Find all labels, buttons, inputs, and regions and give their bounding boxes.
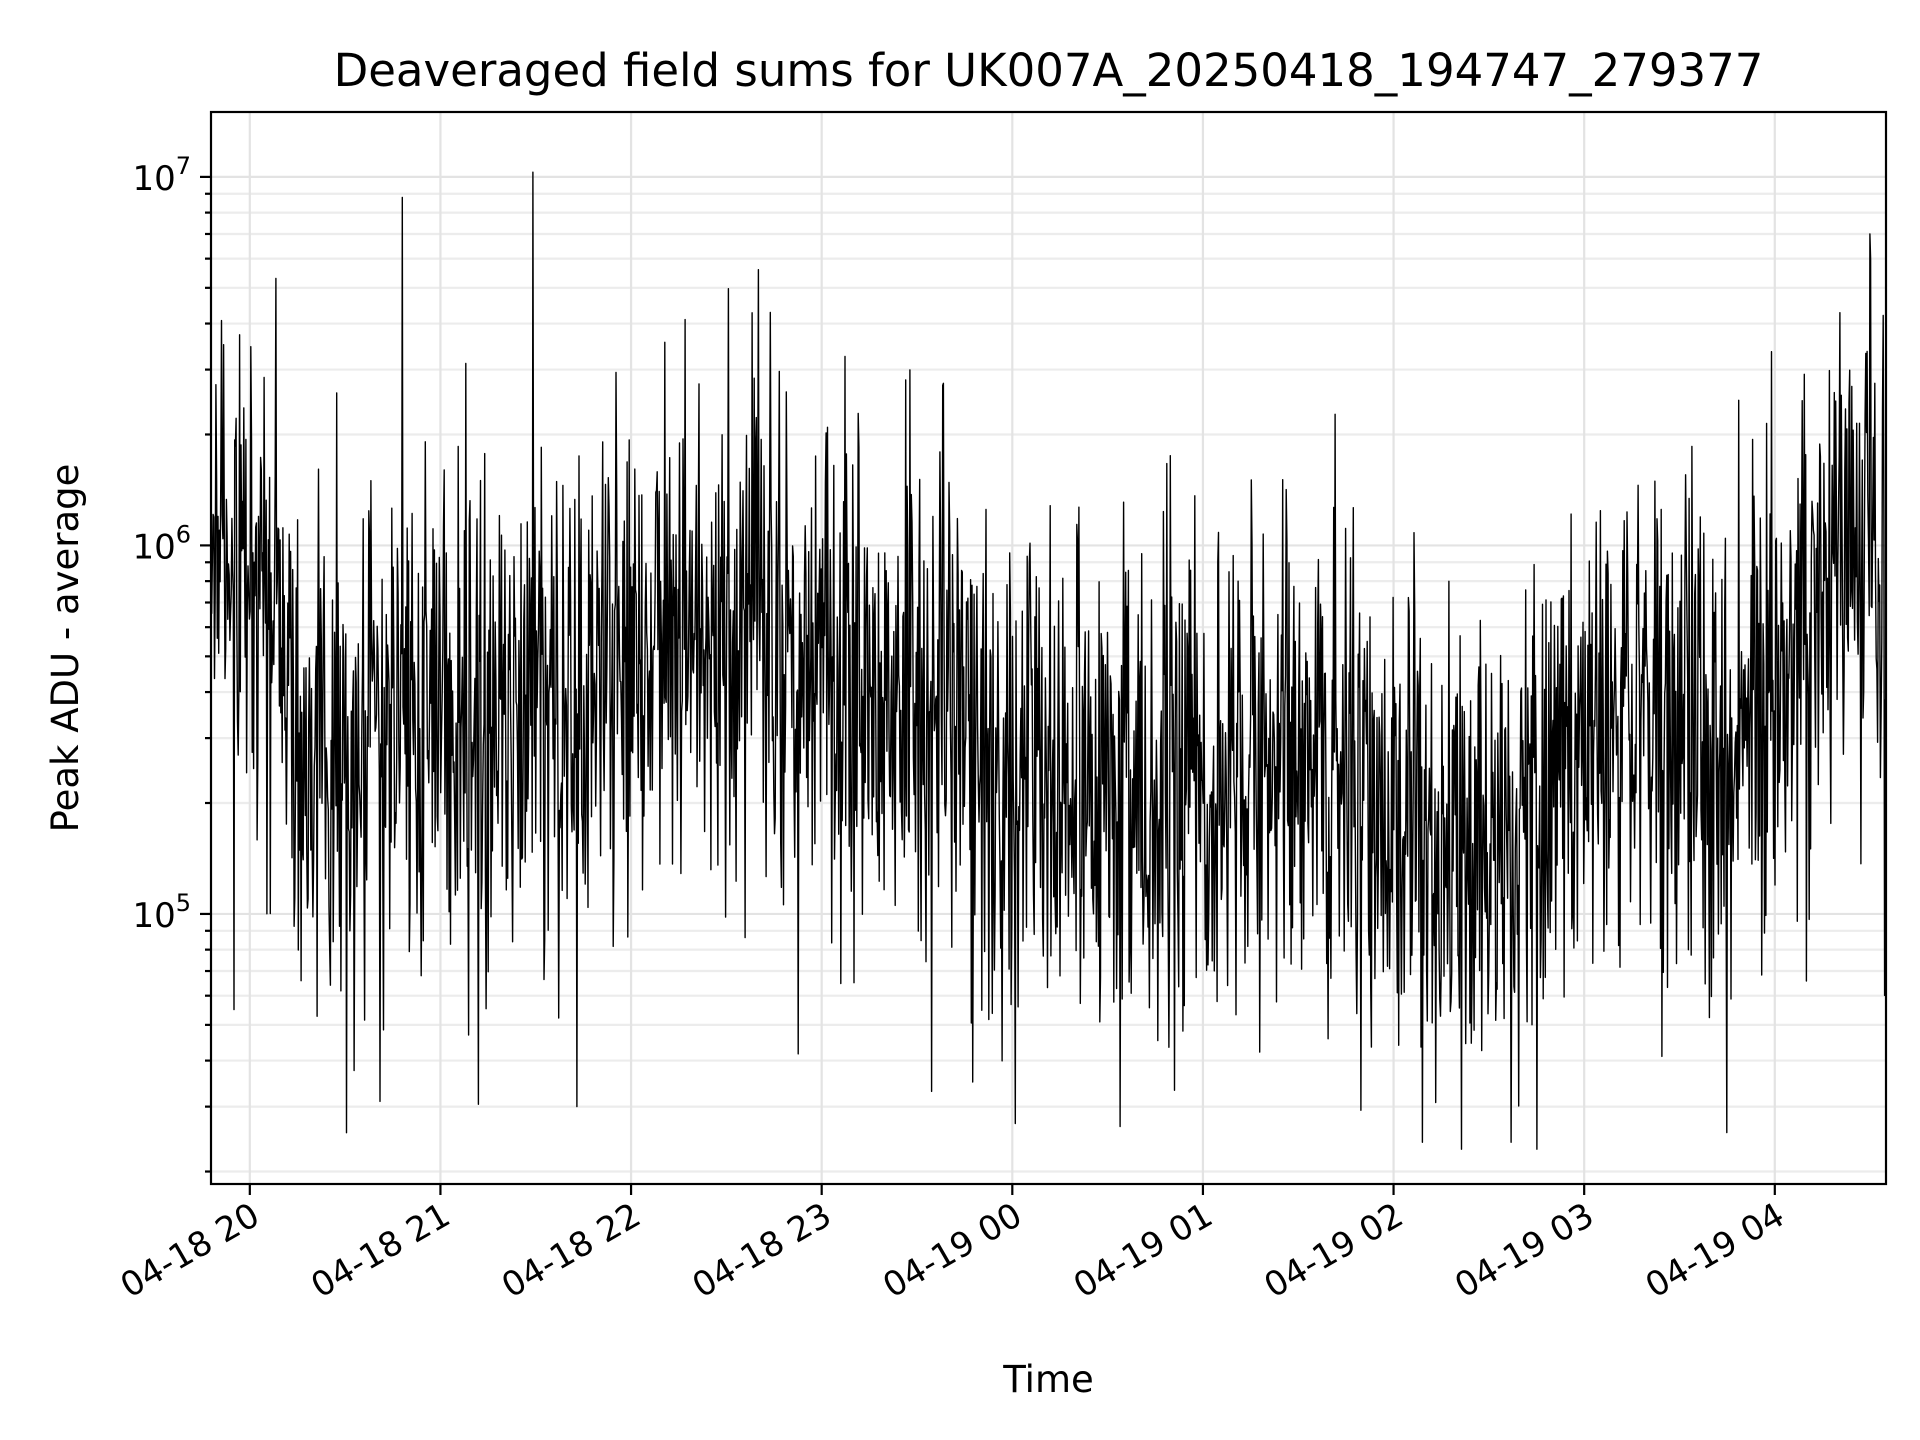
series-line <box>210 171 1887 1150</box>
y-tick-label: 107 <box>132 152 191 199</box>
y-tick-label: 106 <box>132 520 191 567</box>
plot-frame <box>209 110 1888 1186</box>
y-axis: 105 106 107 <box>132 152 211 1173</box>
y-tick-label: 105 <box>132 889 191 936</box>
chart-title: Deaveraged field sums for UK007A_2025041… <box>334 44 1764 97</box>
x-axis-label: Time <box>1002 1358 1094 1401</box>
y-axis-label: Peak ADU - average <box>44 464 87 833</box>
series-layer <box>210 171 1887 1150</box>
